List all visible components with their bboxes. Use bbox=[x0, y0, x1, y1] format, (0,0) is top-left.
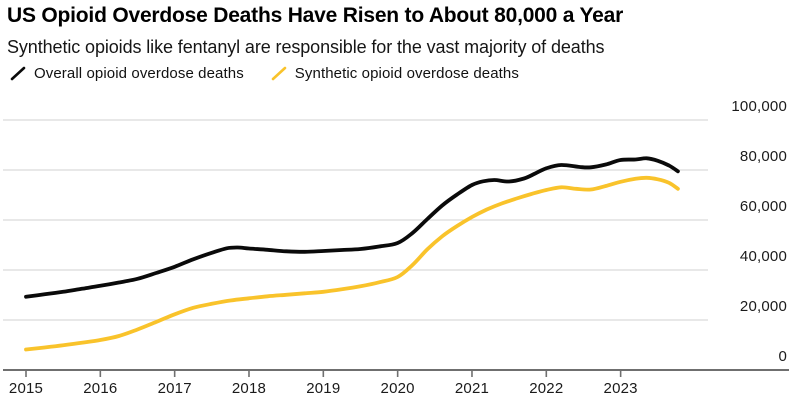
chart-title: US Opioid Overdose Deaths Have Risen to … bbox=[7, 4, 624, 27]
legend-label-overall: Overall opioid overdose deaths bbox=[34, 65, 244, 82]
x-axis-label: 2022 bbox=[529, 380, 564, 397]
y-axis-label: 20,000 bbox=[739, 298, 787, 315]
x-axis-label: 2016 bbox=[83, 380, 118, 397]
overall-slash-marker-icon bbox=[10, 66, 26, 81]
chart-legend: Overall opioid overdose deaths Synthetic… bbox=[9, 65, 519, 82]
y-axis-label: 80,000 bbox=[739, 148, 787, 165]
x-axis-label: 2019 bbox=[306, 380, 341, 397]
x-axis-label: 2020 bbox=[380, 380, 415, 397]
legend-label-synthetic: Synthetic opioid overdose deaths bbox=[294, 65, 519, 82]
series-line-overall bbox=[24, 156, 680, 299]
y-axis-label: 40,000 bbox=[739, 248, 787, 265]
legend-item-synthetic: Synthetic opioid overdose deaths bbox=[270, 65, 519, 82]
x-axis-label: 2021 bbox=[454, 380, 490, 397]
y-axis-label: 100,000 bbox=[731, 98, 787, 115]
chart-subtitle: Synthetic opioids like fentanyl are resp… bbox=[7, 37, 605, 57]
synthetic-slash-marker-icon bbox=[271, 66, 287, 81]
series-line-synthetic bbox=[24, 175, 680, 352]
x-axis-label: 2018 bbox=[231, 380, 267, 397]
legend-item-overall: Overall opioid overdose deaths bbox=[9, 65, 244, 82]
y-axis-label: 60,000 bbox=[739, 198, 787, 215]
x-axis-label: 2015 bbox=[8, 380, 44, 397]
x-axis-label: 2023 bbox=[603, 380, 638, 397]
y-axis-label: 0 bbox=[778, 348, 787, 365]
x-axis-label: 2017 bbox=[157, 380, 192, 397]
